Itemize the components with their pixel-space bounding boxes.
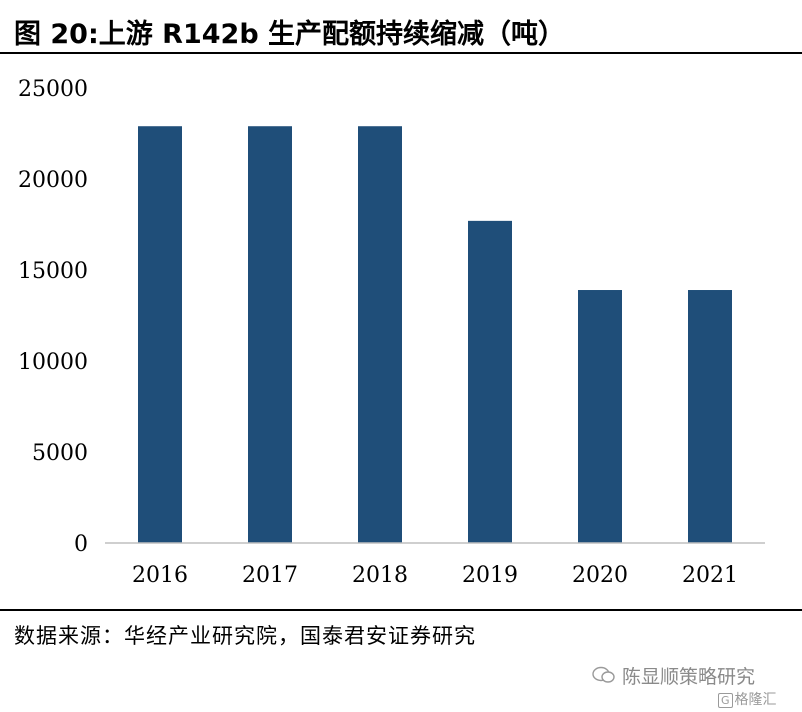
y-tick-label: 0 (74, 532, 88, 557)
watermark-logo: G 格隆汇 (718, 689, 777, 709)
watermark-account-name: 陈显顺策略研究 (622, 666, 756, 688)
bar-2017 (248, 126, 292, 543)
data-source-note: 数据来源：华经产业研究院，国泰君安证券研究 (14, 624, 476, 648)
y-tick-label: 25000 (18, 77, 88, 102)
x-tick-label: 2020 (572, 563, 628, 588)
bottom-divider (0, 609, 802, 611)
bar-2019 (468, 220, 512, 544)
watermark-logo-text: 格隆汇 (734, 692, 777, 708)
bar-2021 (688, 290, 732, 543)
y-axis-labels: 0 5000 10000 15000 20000 25000 (18, 77, 88, 557)
x-tick-label: 2019 (462, 563, 518, 588)
x-tick-label: 2018 (352, 563, 408, 588)
bar-2018 (358, 126, 402, 543)
gelonghui-logo-icon: G (718, 693, 733, 708)
top-divider (0, 52, 802, 54)
x-axis-labels: 2016 2017 2018 2019 2020 2021 (132, 563, 738, 588)
y-tick-label: 15000 (18, 259, 88, 284)
chart-title: 图 20:上游 R142b 生产配额持续缩减（吨） (14, 19, 566, 50)
y-tick-label: 10000 (18, 350, 88, 375)
watermark: 陈显顺策略研究 G 格隆汇 (592, 662, 792, 708)
y-tick-label: 5000 (32, 441, 88, 466)
bar-2016 (138, 126, 182, 543)
x-tick-label: 2016 (132, 563, 188, 588)
y-tick-label: 20000 (18, 168, 88, 193)
bar-2020 (578, 290, 622, 543)
x-tick-label: 2021 (682, 563, 738, 588)
wechat-icon (592, 666, 615, 683)
bars (138, 126, 732, 544)
x-tick-label: 2017 (242, 563, 298, 588)
